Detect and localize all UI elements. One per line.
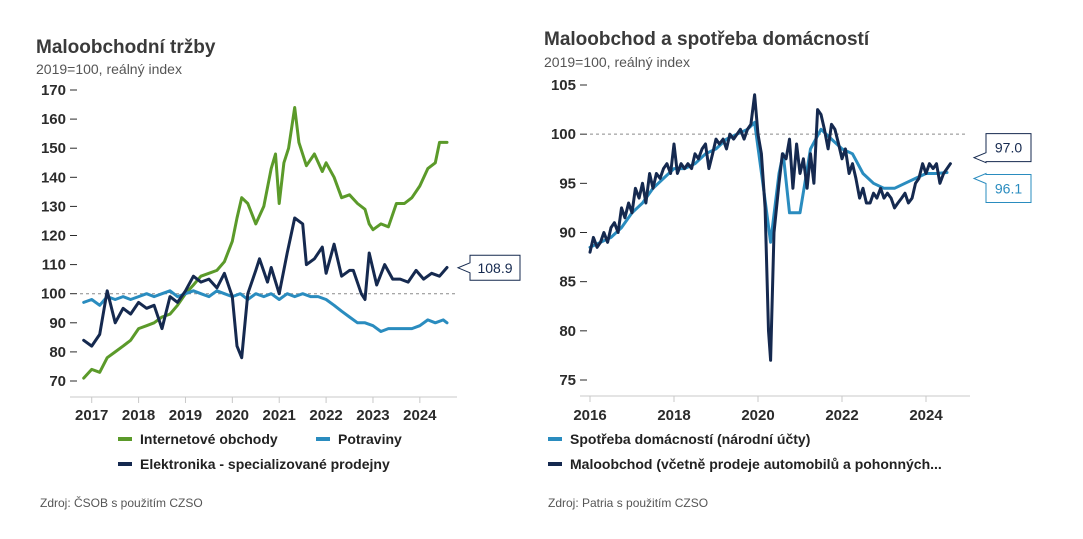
- x-tick-label: 2017: [75, 407, 108, 424]
- legend-label: Spotřeba domácností (národní účty): [570, 431, 810, 447]
- chart-subtitle: 2019=100, reálný index: [36, 61, 182, 77]
- series-line-elektronika-specializovan-prodejny: [82, 216, 449, 360]
- legend-label: Maloobchod (včetně prodeje automobilů a …: [570, 456, 942, 472]
- y-tick-label: 140: [41, 169, 66, 186]
- y-tick-label: 75: [559, 372, 576, 389]
- y-tick-label: 90: [49, 315, 66, 332]
- x-tick-label: 2020: [216, 407, 249, 424]
- x-tick-label: 2024: [909, 407, 943, 424]
- y-tick-label: 100: [551, 126, 576, 143]
- chart-source: Zdroj: Patria s použitím CZSO: [548, 496, 708, 510]
- y-tick-label: 110: [42, 257, 66, 274]
- y-tick-label: 150: [41, 140, 66, 157]
- series-line-maloobchod-v-etn-prodeje-automobil-a-pohonn-ch: [588, 93, 952, 362]
- y-tick-label: 170: [41, 82, 66, 99]
- x-tick-label: 2020: [741, 407, 774, 424]
- value-callout-label: 97.0: [995, 140, 1022, 156]
- x-tick-label: 2016: [573, 407, 606, 424]
- legend-label: Elektronika - specializované prodejny: [140, 456, 390, 472]
- series-line-internetov-obchody: [82, 106, 449, 380]
- value-callout-box: [972, 172, 1032, 204]
- x-tick-label: 2024: [403, 407, 437, 424]
- chart-subtitle: 2019=100, reálný index: [544, 54, 690, 70]
- value-callout-label: 108.9: [477, 260, 512, 276]
- x-tick-label: 2018: [657, 407, 690, 424]
- x-tick-label: 2021: [263, 407, 296, 424]
- y-tick-label: 100: [41, 286, 66, 303]
- value-callout-box: [972, 133, 1032, 164]
- series-line-potraviny: [82, 289, 449, 333]
- y-tick-label: 105: [551, 77, 576, 94]
- legend-label: Potraviny: [338, 431, 402, 447]
- y-tick-label: 80: [559, 323, 576, 340]
- left-chart-panel: Maloobchodní tržby 2019=100, reálný inde…: [36, 37, 521, 510]
- x-tick-label: 2018: [122, 407, 155, 424]
- y-tick-label: 85: [559, 274, 576, 291]
- chart-source: Zdroj: ČSOB s použitím CZSO: [40, 495, 203, 510]
- y-tick-label: 95: [559, 175, 576, 192]
- legend-label: Internetové obchody: [140, 431, 278, 447]
- value-callout-label: 96.1: [995, 181, 1022, 197]
- y-tick-label: 80: [49, 344, 66, 361]
- value-callout-box: [456, 254, 521, 281]
- right-chart-panel: Maloobchod a spotřeba domácností 2019=10…: [544, 29, 1032, 510]
- y-tick-label: 130: [41, 198, 66, 215]
- y-tick-label: 120: [41, 228, 66, 245]
- x-tick-label: 2019: [169, 407, 202, 424]
- y-tick-label: 70: [49, 373, 66, 390]
- x-tick-label: 2022: [309, 407, 342, 424]
- chart-title: Maloobchod a spotřeba domácností: [544, 29, 870, 50]
- x-tick-label: 2022: [825, 407, 858, 424]
- y-tick-label: 160: [41, 111, 66, 128]
- chart-title: Maloobchodní tržby: [36, 37, 216, 58]
- y-tick-label: 90: [559, 225, 576, 242]
- x-tick-label: 2023: [356, 407, 389, 424]
